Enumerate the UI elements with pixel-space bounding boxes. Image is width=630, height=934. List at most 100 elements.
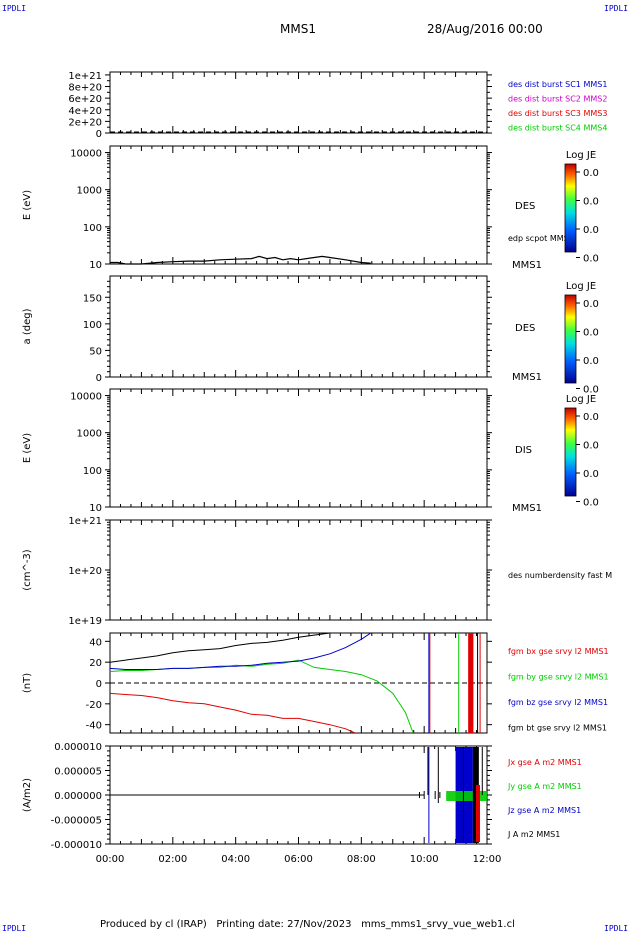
colorbar-tick-label: 0.0 bbox=[583, 385, 599, 396]
legend-entry: fgm bz gse srvy l2 MMS1 bbox=[508, 698, 608, 707]
y-tick-label: 1000 bbox=[77, 429, 102, 440]
y-tick-label: -0.000010 bbox=[51, 840, 102, 851]
legend-entry: Jx gse A m2 MMS1 bbox=[507, 758, 582, 767]
panel-1-frame bbox=[109, 71, 488, 134]
current-black-band bbox=[472, 747, 479, 843]
footer-file-name: mms_mms1_srvy_vue_web1.cl bbox=[361, 919, 515, 930]
series-line bbox=[110, 659, 414, 733]
panel-2-frame bbox=[109, 145, 488, 265]
y-tick-label: 150 bbox=[83, 293, 102, 304]
y-tick-label: -40 bbox=[86, 721, 102, 732]
panel-2-ylabel: E (eV) bbox=[22, 190, 33, 220]
legend-entry: Jy gse A m2 MMS1 bbox=[507, 782, 582, 791]
y-tick-label: 0.000010 bbox=[54, 742, 102, 753]
colorbar-title: Log JE bbox=[566, 281, 596, 292]
panel-2-instrument-label: DES bbox=[515, 201, 535, 212]
x-tick-label: 10:00 bbox=[410, 854, 439, 865]
legend-entry: Jz gse A m2 MMS1 bbox=[507, 806, 581, 815]
panel-5-frame bbox=[109, 519, 488, 621]
panel-3-spacecraft-label: MMS1 bbox=[512, 372, 542, 383]
y-tick-label: 0 bbox=[96, 373, 102, 384]
legend-entry: fgm by gse srvy l2 MMS1 bbox=[508, 673, 609, 682]
activity-band bbox=[468, 633, 474, 733]
current-red-band bbox=[476, 785, 481, 842]
panel-3-ylabel: a (deg) bbox=[22, 308, 33, 344]
y-tick-label: -20 bbox=[86, 700, 102, 711]
colorbar-tick-label: 0.0 bbox=[583, 328, 599, 339]
y-tick-label: 100 bbox=[83, 466, 102, 477]
y-tick-label: 20 bbox=[89, 658, 102, 669]
legend-entry: des dist burst SC4 MMS4 bbox=[508, 124, 607, 133]
colorbar-tick-label: 0.0 bbox=[583, 299, 599, 310]
legend-entry: fgm bx gse srvy l2 MMS1 bbox=[508, 647, 609, 656]
y-tick-label: 4e+20 bbox=[68, 106, 102, 117]
panel-4-spacecraft-label: MMS1 bbox=[512, 503, 542, 514]
y-tick-label: -0.000005 bbox=[51, 816, 102, 827]
y-tick-label: 10000 bbox=[70, 392, 102, 403]
y-tick-label: 50 bbox=[89, 346, 102, 357]
y-tick-label: 0.000005 bbox=[54, 767, 102, 778]
field-lines bbox=[110, 633, 481, 733]
x-tick-label: 00:00 bbox=[96, 854, 125, 865]
legend-entry: des dist burst SC2 MMS2 bbox=[508, 95, 607, 104]
colorbar-tick-label: 0.0 bbox=[583, 168, 599, 179]
x-tick-label: 02:00 bbox=[158, 854, 187, 865]
footer: Produced by cl (IRAP) Printing date: 27/… bbox=[100, 919, 515, 930]
series-line bbox=[110, 633, 372, 670]
series-line bbox=[110, 692, 356, 733]
legend-entry: des dist burst SC1 MMS1 bbox=[508, 80, 607, 89]
panel-6-ylabel: (nT) bbox=[22, 673, 33, 693]
corner-mark-bottom-left: IPDLI bbox=[2, 924, 27, 933]
panel-4-frame bbox=[109, 388, 488, 508]
y-tick-label: 1e+21 bbox=[68, 516, 102, 527]
colorbar-tick-label: 0.0 bbox=[583, 498, 599, 509]
y-tick-label: 6e+20 bbox=[68, 94, 102, 105]
corner-mark-top-left: IPDLI bbox=[2, 4, 27, 13]
x-tick-label: 06:00 bbox=[284, 854, 313, 865]
legend-entry: des dist burst SC3 MMS3 bbox=[508, 109, 607, 118]
scpot-line bbox=[110, 255, 371, 265]
y-tick-label: 100 bbox=[83, 223, 102, 234]
corner-mark-top-right: IPDLI bbox=[604, 4, 629, 13]
colorbar-title: Log JE bbox=[566, 150, 596, 161]
panel-2-spacecraft-label: MMS1 bbox=[512, 260, 542, 271]
y-tick-label: 1e+19 bbox=[68, 616, 102, 627]
current-activity bbox=[418, 747, 487, 843]
panel-3-frame bbox=[109, 275, 488, 378]
legend-entry: fgm bt gse srvy l2 MMS1 bbox=[508, 724, 607, 733]
footer-printing-date: Printing date: 27/Nov/2023 bbox=[216, 919, 352, 930]
series-line bbox=[110, 633, 330, 663]
colorbar-tick-label: 0.0 bbox=[583, 469, 599, 480]
panel-5-ylabel: (cm^-3) bbox=[22, 549, 33, 590]
y-tick-label: 10000 bbox=[70, 149, 102, 160]
y-tick-label: 0 bbox=[96, 129, 102, 140]
colorbar-title: Log JE bbox=[566, 394, 596, 405]
x-tick-label: 04:00 bbox=[221, 854, 250, 865]
colorbar-tick-label: 0.0 bbox=[583, 356, 599, 367]
y-tick-label: 8e+20 bbox=[68, 83, 102, 94]
y-tick-label: 1e+21 bbox=[68, 71, 102, 82]
footer-produced: Produced by cl (IRAP) bbox=[100, 919, 207, 930]
panel-7-ylabel: (A/m2) bbox=[22, 778, 33, 812]
spacecraft-title: MMS1 bbox=[280, 22, 316, 36]
legend-entry: J A m2 MMS1 bbox=[507, 830, 560, 839]
colorbar-tick-label: 0.0 bbox=[583, 225, 599, 236]
panel-2-series-label: edp scpot MMS1 bbox=[508, 234, 574, 243]
colorbar bbox=[564, 294, 577, 384]
panel-3-instrument-label: DES bbox=[515, 323, 535, 334]
y-tick-label: 1000 bbox=[77, 186, 102, 197]
panel-4-ylabel: E (eV) bbox=[22, 433, 33, 463]
y-tick-label: 1e+20 bbox=[68, 566, 102, 577]
y-tick-label: 100 bbox=[83, 320, 102, 331]
date-title: 28/Aug/2016 00:00 bbox=[427, 22, 543, 36]
y-tick-label: 40 bbox=[89, 637, 102, 648]
panel-4-instrument-label: DIS bbox=[515, 445, 532, 456]
colorbar-tick-label: 0.0 bbox=[583, 197, 599, 208]
corner-mark-bottom-right: IPDLI bbox=[604, 924, 629, 933]
y-tick-label: 10 bbox=[89, 260, 102, 271]
x-tick-label: 12:00 bbox=[473, 854, 502, 865]
current-green-band bbox=[446, 791, 487, 801]
colorbar bbox=[564, 407, 577, 497]
legend-entry: des numberdensity fast M bbox=[508, 571, 612, 580]
